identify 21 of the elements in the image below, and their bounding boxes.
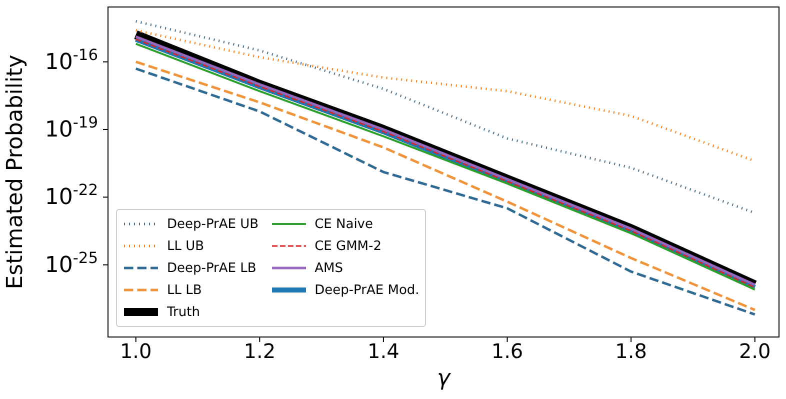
x-tick-label: 2.0 — [738, 339, 771, 364]
x-axis-title: γ — [436, 366, 451, 391]
x-tick-label: 1.4 — [368, 339, 400, 364]
x-tick-label: 1.8 — [615, 339, 647, 364]
legend-label: Deep-PrAE UB — [167, 216, 259, 232]
y-tick-label: 10$^{-25}$ — [44, 248, 98, 278]
y-axis-title: Estimated Probability — [3, 54, 28, 290]
legend-label: Deep-PrAE LB — [167, 260, 256, 276]
y-tick-label: 10$^{-16}$ — [44, 46, 98, 75]
x-tick-label: 1.0 — [120, 339, 152, 364]
legend-label: Deep-PrAE Mod. — [314, 282, 420, 298]
legend-label: CE Naive — [314, 216, 373, 232]
y-tick-label: 10$^{-22}$ — [44, 181, 98, 210]
y-tick-label: 10$^{-19}$ — [44, 113, 98, 142]
x-tick-label: 1.6 — [491, 339, 524, 364]
legend-label: LL LB — [167, 282, 202, 298]
legend-label: CE GMM-2 — [314, 238, 382, 254]
legend-label: Truth — [167, 304, 200, 320]
x-tick-label: 1.2 — [244, 339, 276, 364]
legend-label: AMS — [314, 260, 343, 276]
legend-label: LL UB — [167, 238, 204, 254]
